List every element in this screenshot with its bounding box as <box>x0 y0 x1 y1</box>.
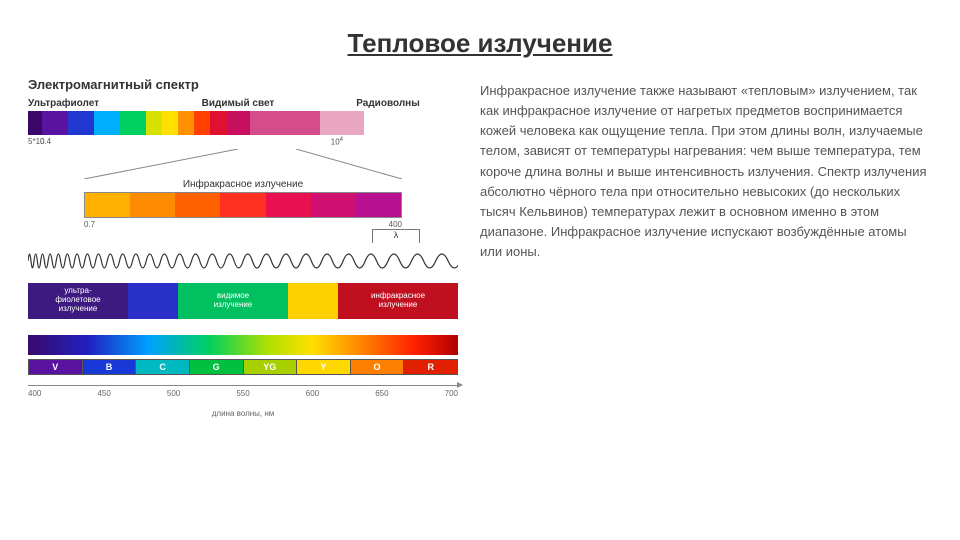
spectrum-segment <box>162 111 178 135</box>
spectrum-section-title: Электромагнитный спектр <box>28 77 458 92</box>
axis-line <box>28 385 458 386</box>
spectrum-segment <box>42 111 68 135</box>
labeled-band-segment: видимое излучение <box>178 283 288 319</box>
lambda-label: λ <box>372 229 420 243</box>
spectrum-segment <box>228 111 250 135</box>
color-letter-row: VBCGYGYOR <box>28 359 458 375</box>
spectrum-segment <box>364 111 458 135</box>
top-band-ticks: 5*10 0.4 104 <box>28 137 458 147</box>
axis-label: длина волны, нм <box>28 409 458 418</box>
labeled-band-segment: ультра- фиолетовое излучение <box>28 283 128 319</box>
labeled-band-segment: инфракрасное излучение <box>338 283 458 319</box>
spectrum-segment <box>68 111 94 135</box>
label-visible: Видимый свет <box>158 98 318 109</box>
page-title: Тепловое излучение <box>0 0 960 77</box>
tick: 400 <box>389 220 402 229</box>
spectrum-segment <box>94 111 120 135</box>
axis-tick: 450 <box>97 389 110 398</box>
ir-band <box>84 192 402 218</box>
color-letter: C <box>136 360 190 374</box>
color-letter: R <box>404 360 457 374</box>
tick: 104 <box>156 137 458 147</box>
axis-tick: 700 <box>445 389 458 398</box>
axis-tick: 600 <box>306 389 319 398</box>
labeled-band-segment <box>128 283 178 319</box>
spectrum-segment <box>178 111 194 135</box>
color-letter: Y <box>297 360 351 374</box>
color-letter: V <box>29 360 83 374</box>
labeled-band-segment <box>288 283 338 319</box>
ir-label: Инфракрасное излучение <box>28 179 458 190</box>
color-letter: YG <box>244 360 298 374</box>
wave-svg <box>28 243 458 279</box>
spectrum-segment <box>28 111 42 135</box>
ir-segment <box>130 193 175 217</box>
label-radio: Радиоволны <box>318 98 458 109</box>
spectrum-segment <box>320 111 364 135</box>
description-text: Инфракрасное излучение также называют «т… <box>480 77 932 418</box>
tick: 0.4 <box>40 137 156 147</box>
color-letter: B <box>83 360 137 374</box>
ir-ticks: 0.7 400 <box>84 220 402 229</box>
tick: 5*10 <box>28 137 40 147</box>
axis-tick: 400 <box>28 389 41 398</box>
spectrum-top-band <box>28 111 458 135</box>
ir-segment <box>175 193 220 217</box>
color-letter: O <box>351 360 405 374</box>
ir-segment <box>220 193 265 217</box>
axis-ticks: 400 450 500 550 600 650 700 <box>28 381 458 398</box>
continuous-spectrum <box>28 335 458 355</box>
wavelength-axis: 400 450 500 550 600 650 700 <box>28 381 458 407</box>
content: Электромагнитный спектр Ультрафиолет Вид… <box>0 77 960 426</box>
axis-tick: 650 <box>375 389 388 398</box>
spectrum-segment <box>194 111 210 135</box>
spectrum-segment <box>250 111 320 135</box>
tick: 0.7 <box>84 220 95 229</box>
spectrum-segment <box>120 111 146 135</box>
labeled-band: ультра- фиолетовое излучение видимое излу… <box>28 283 458 319</box>
axis-tick: 500 <box>167 389 180 398</box>
ir-segment <box>311 193 356 217</box>
spectrum-segment <box>146 111 162 135</box>
label-uv: Ультрафиолет <box>28 98 158 109</box>
ir-segment <box>85 193 130 217</box>
top-band-labels: Ультрафиолет Видимый свет Радиоволны <box>28 98 458 109</box>
color-letter: G <box>190 360 244 374</box>
ir-segment <box>266 193 311 217</box>
diagram-column: Электромагнитный спектр Ультрафиолет Вид… <box>28 77 458 418</box>
wave-diagram: λ <box>28 243 458 279</box>
projection-lines <box>28 149 458 179</box>
ir-segment <box>356 193 401 217</box>
spectrum-segment <box>210 111 228 135</box>
axis-tick: 550 <box>236 389 249 398</box>
